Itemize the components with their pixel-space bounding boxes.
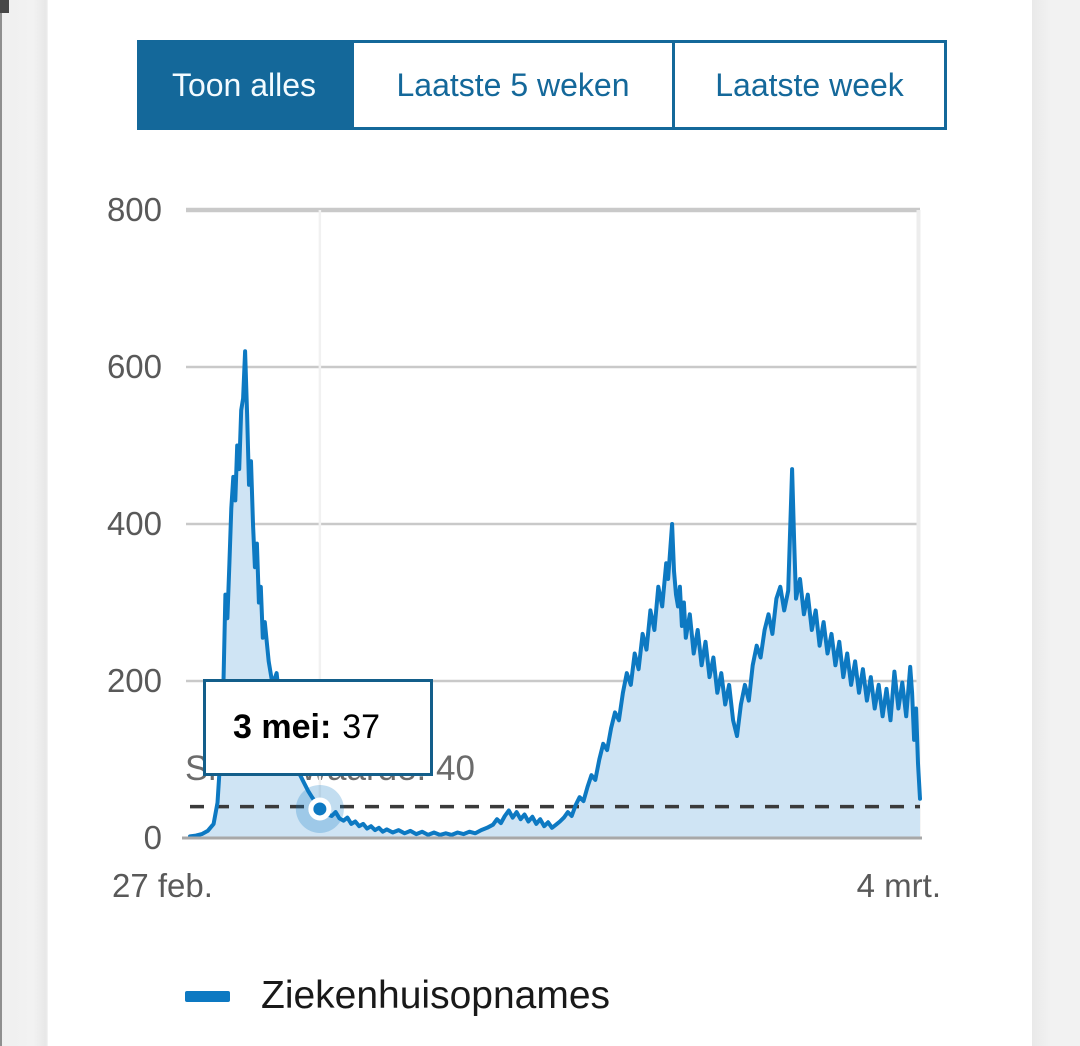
y-axis-tick-label: 0 [143, 819, 162, 856]
x-axis-end-label: 4 mrt. [856, 867, 941, 904]
tab-laatste-week[interactable]: Laatste week [675, 40, 947, 130]
y-axis-tick-label: 400 [106, 505, 162, 542]
y-axis-tick-label: 200 [106, 662, 162, 699]
y-axis-tick-label: 600 [106, 348, 162, 385]
page-corner-mark [0, 0, 9, 13]
chart-tooltip: 3 mei: 37 [203, 679, 433, 776]
legend-series-label: Ziekenhuisopnames [261, 974, 611, 1017]
page-left-edge-line [0, 0, 2, 1046]
page-right-gutter [1032, 0, 1080, 1046]
legend-series-swatch [185, 990, 230, 1002]
tab-toon-alles[interactable]: Toon alles [137, 40, 351, 130]
tooltip-date: 3 mei: [233, 708, 332, 746]
x-axis-start-label: 27 feb. [112, 867, 213, 904]
y-axis-tick-label: 800 [106, 191, 162, 228]
page-left-gutter [0, 0, 48, 1046]
tooltip-value: 37 [342, 708, 381, 746]
chart-legend: Ziekenhuisopnames [185, 973, 610, 1019]
tab-laatste-5-weken[interactable]: Laatste 5 weken [351, 40, 675, 130]
time-range-tabs: Toon alles Laatste 5 weken Laatste week [137, 40, 947, 130]
